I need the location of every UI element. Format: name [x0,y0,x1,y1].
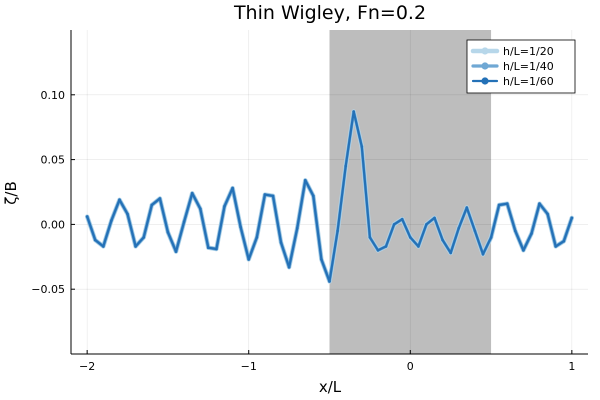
data-point-series-3 [505,202,509,205]
data-point-series-3 [223,205,226,208]
data-point-series-3 [457,227,461,230]
data-point-series-3 [199,207,202,211]
data-point-series-3 [400,217,404,221]
data-point-series-3 [134,245,137,248]
data-point-series-3 [481,252,485,256]
y-axis-label: ζ/B [2,181,20,205]
data-point-series-3 [433,216,436,220]
legend-swatch-marker [481,62,489,70]
data-point-series-3 [207,246,210,249]
data-point-series-3 [570,216,574,220]
data-point-series-3 [425,223,428,226]
data-point-series-3 [336,229,339,233]
data-point-series-3 [150,203,154,207]
legend-label: h/L=1/20 [503,45,554,58]
data-point-series-3 [562,239,566,243]
data-point-series-3 [166,230,170,234]
x-tick-label: −1 [241,360,257,373]
data-point-series-3 [441,238,444,242]
legend-label: h/L=1/40 [503,60,554,73]
data-point-series-3 [304,179,307,182]
data-point-series-3 [368,236,372,239]
data-point-series-3 [392,223,396,226]
chart-title: Thin Wigley, Fn=0.2 [233,2,426,24]
data-point-series-3 [118,198,121,202]
data-point-series-3 [465,206,469,209]
legend-swatch-marker [481,77,489,85]
grid-layer [71,30,588,354]
x-tick-label: −2 [79,360,95,373]
data-point-series-3 [554,245,557,248]
data-point-series-3 [142,236,145,239]
data-point-series-3 [174,250,178,253]
data-point-series-3 [295,227,299,230]
data-point-series-3 [320,258,323,261]
data-point-series-3 [279,241,283,244]
data-point-series-3 [287,265,291,269]
data-point-series-3 [384,245,388,248]
data-point-series-3 [360,145,364,148]
data-point-series-3 [126,212,129,216]
data-point-series-3 [190,192,194,195]
data-point-series-3 [514,229,517,233]
data-point-series-3 [247,258,250,261]
data-point-series-3 [344,164,348,168]
axes-layer [70,30,588,355]
y-tick-label: 0.05 [41,154,66,167]
data-point-series-3 [417,245,420,248]
y-tick-label: 0.00 [41,218,66,231]
data-point-series-3 [263,193,267,196]
y-tick-label: 0.10 [41,89,66,102]
data-point-series-3 [530,232,533,235]
data-point-series-3 [538,202,541,205]
data-point-series-3 [489,236,493,239]
data-point-series-3 [231,186,234,190]
data-point-series-3 [409,236,412,239]
data-point-series-3 [182,220,186,224]
shaded-region [329,30,492,354]
data-point-series-3 [215,247,218,251]
series-layer [84,109,575,284]
data-point-series-3 [271,194,275,198]
legend-label: h/L=1/60 [503,75,554,88]
data-point-series-3 [473,229,477,233]
x-axis-label: x/L [319,378,342,396]
data-point-series-3 [102,245,105,248]
data-point-series-3 [497,203,501,207]
data-point-series-3 [93,238,97,242]
x-tick-label: 0 [407,360,414,373]
data-point-series-3 [312,194,315,198]
ticks-layer: −2 −1 0 1 −0.05 0.00 0.05 0.10 [31,89,575,373]
data-point-series-3 [376,249,380,252]
data-point-series-3 [110,219,113,222]
plot-background-layer [329,30,492,354]
legend-swatch-marker [481,47,489,55]
y-tick-label: −0.05 [31,283,65,296]
data-point-series-3 [85,215,89,218]
data-point-series-3 [522,249,525,252]
data-point-series-3 [546,212,549,216]
data-point-series-3 [328,280,331,283]
x-tick-label: 1 [568,360,575,373]
data-point-series-3 [158,197,162,200]
data-point-series-3 [352,110,356,113]
data-point-series-3 [255,236,259,239]
legend: h/L=1/20 h/L=1/40 h/L=1/60 [466,39,576,94]
data-point-series-3 [239,225,242,229]
data-point-series-3 [449,251,453,255]
